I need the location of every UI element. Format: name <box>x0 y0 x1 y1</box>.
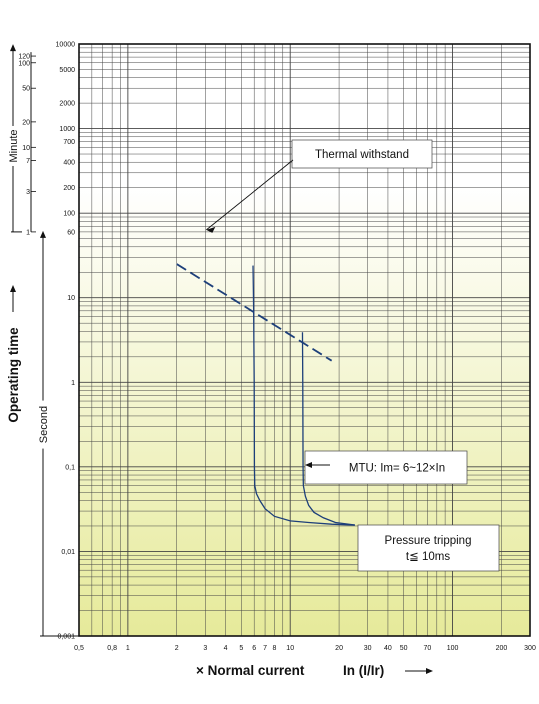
y-tick-label-seconds: 0,1 <box>65 464 75 471</box>
y-tick-label-minutes: 50 <box>22 86 30 93</box>
y-tick-label-seconds: 2000 <box>59 101 75 108</box>
second-label-bg <box>36 400 50 449</box>
x-tick-label: 4 <box>224 645 228 652</box>
y-tick-label-seconds: 5000 <box>59 67 75 74</box>
thermal-pointer-line <box>206 159 294 231</box>
y-axis-title: Operating time <box>6 327 21 423</box>
y-tick-label-minutes: 20 <box>22 119 30 126</box>
y-tick-label-minutes: 10 <box>22 145 30 152</box>
thermal-withstand-label-box <box>291 139 433 169</box>
x-tick-label: 200 <box>496 645 508 652</box>
y-tick-label-seconds: 100 <box>63 211 75 218</box>
x-tick-label: 0,5 <box>74 645 84 652</box>
series-thermal-withstand <box>176 263 333 362</box>
second-bracket-arrow-up <box>40 230 46 238</box>
pressure-tripping-label-text: Pressure tripping <box>385 535 472 547</box>
x-tick-label: 3 <box>203 645 207 652</box>
y-tick-label-minutes: 3 <box>26 189 30 196</box>
x-tick-label: 5 <box>239 645 243 652</box>
minute-label-bg <box>5 125 21 166</box>
x-tick-label: 2 <box>175 645 179 652</box>
x-tick-label: 300 <box>524 645 536 652</box>
y-tick-label-seconds: 10 <box>67 295 75 302</box>
series <box>176 263 355 526</box>
x-tick-label: 10 <box>286 645 294 652</box>
pressure-tripping-label-text: t≦ 10ms <box>406 551 450 563</box>
y-tick-label-seconds: 0,001 <box>57 634 75 641</box>
y-tick-label-seconds: 10000 <box>56 42 76 49</box>
tick-labels: 0,5 0,8 1 2 3 4 5 6 7 8 10 20 30 40 50 70 100 200 30010000… <box>18 42 536 653</box>
series-trip-curve-upper <box>301 332 355 526</box>
x-axis-title: × Normal current <box>196 663 305 678</box>
x-tick-label: 1 <box>126 645 130 652</box>
mtu-label-text: MTU: Im= 6~12×In <box>349 463 445 475</box>
x-tick-label: 0,8 <box>107 645 117 652</box>
x-tick-label: 7 <box>263 645 267 652</box>
x-tick-label: 40 <box>384 645 392 652</box>
pressure-tripping-label-box <box>357 524 500 572</box>
y-tick-label-seconds: 200 <box>63 185 75 192</box>
thermal-pointer-arrowhead <box>206 226 216 233</box>
series-trip-curve-lower <box>252 265 355 526</box>
y-tick-label-seconds: 1000 <box>59 126 75 133</box>
x-axis-title-unit: In (I/Ir) <box>343 663 384 678</box>
minute-unit-label: Minute <box>8 129 20 162</box>
y-tick-label-seconds: 60 <box>67 229 75 236</box>
mtu-label-box <box>304 450 468 485</box>
x-tick-label: 100 <box>447 645 459 652</box>
x-tick-label: 6 <box>252 645 256 652</box>
mtu-arrow-head <box>305 462 312 468</box>
axis-titles: Minute Second Operating time × Normal curre… <box>5 44 433 678</box>
y-title-arrow-head <box>10 285 16 292</box>
y-tick-label-seconds: 0,01 <box>61 549 75 556</box>
y-tick-label-seconds: 1 <box>71 380 75 387</box>
x-tick-label: 30 <box>364 645 372 652</box>
annotations: Thermal withstand MTU: Im= 6~12×In Pressur… <box>206 139 500 572</box>
x-tick-label: 8 <box>273 645 277 652</box>
x-tick-label: 50 <box>400 645 408 652</box>
second-unit-label: Second <box>38 406 50 443</box>
x-tick-label: 20 <box>335 645 343 652</box>
plot-frame <box>78 43 531 637</box>
y-tick-label-seconds: 700 <box>63 139 75 146</box>
thermal-withstand-label-text: Thermal withstand <box>315 149 409 161</box>
x-title-arrow-head <box>426 668 433 674</box>
minute-bracket-arrow-up <box>10 44 16 52</box>
y-tick-label-seconds: 400 <box>63 160 75 167</box>
x-tick-label: 70 <box>424 645 432 652</box>
y-tick-label-minutes: 120 <box>18 54 30 61</box>
y-tick-label-minutes: 7 <box>26 158 30 165</box>
y-tick-label-minutes: 1 <box>26 229 30 236</box>
y-tick-label-minutes: 100 <box>18 60 30 67</box>
